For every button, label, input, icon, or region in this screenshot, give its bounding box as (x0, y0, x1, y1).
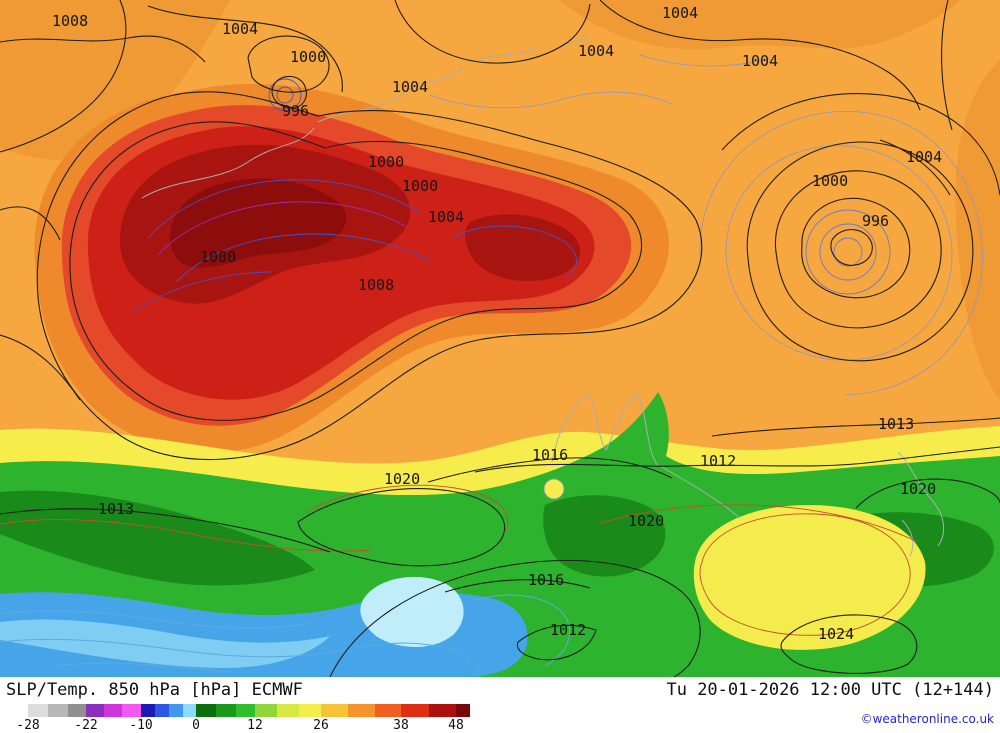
weather-map-canvas: 1008 1004 1000 996 1004 1004 1004 1004 1004 1000 1… (0, 0, 1000, 677)
pressure-label: 1012 (550, 621, 586, 639)
pressure-label: 1000 (200, 248, 236, 266)
status-bar: SLP/Temp. 850 hPa [hPa] ECMWF Tu 20-01-2… (0, 677, 1000, 733)
legend-tick-label: -28 (16, 718, 40, 733)
pressure-label: 1016 (532, 446, 568, 464)
pressure-label: 1013 (98, 500, 134, 518)
legend-tick-row: -28 -22 -10 0 12 26 38 48 (0, 718, 490, 733)
pressure-label: 1013 (878, 415, 914, 433)
coastline-layer (141, 35, 945, 557)
legend-color-segment (375, 704, 401, 717)
pressure-label: 1020 (384, 470, 420, 488)
legend-color-segment (196, 704, 216, 717)
map-title: SLP/Temp. 850 hPa [hPa] ECMWF (6, 680, 303, 700)
pressure-label: 1000 (812, 172, 848, 190)
pressure-label: 1004 (906, 148, 942, 166)
legend-color-segment (299, 704, 321, 717)
legend-color-segment (10, 704, 28, 717)
legend-tick-label: 38 (393, 718, 409, 733)
legend-color-segment (141, 704, 155, 717)
legend-tick-label: -22 (74, 718, 98, 733)
pressure-label: 996 (862, 212, 889, 230)
temperature-legend: -28 -22 -10 0 12 26 38 48 ©weatheronline.co.uk (0, 703, 1000, 733)
temperature-fill-layer (0, 0, 1000, 677)
legend-color-segment (169, 704, 183, 717)
copyright-link[interactable]: ©weatheronline.co.uk (860, 712, 994, 726)
map-area: 1008 1004 1000 996 1004 1004 1004 1004 1004 1000 1… (0, 0, 1000, 677)
legend-tick-label: 0 (192, 718, 200, 733)
pressure-label: 1000 (290, 48, 326, 66)
legend-color-segment (68, 704, 86, 717)
pressure-label: 1004 (222, 20, 258, 38)
legend-tick-label: -10 (129, 718, 153, 733)
legend-colorbar (10, 704, 470, 717)
pressure-label: 1020 (628, 512, 664, 530)
pressure-label: 1000 (402, 177, 438, 195)
legend-color-segment (236, 704, 255, 717)
pressure-label: 1004 (742, 52, 778, 70)
map-datetime: Tu 20-01-2026 12:00 UTC (12+144) (666, 680, 994, 700)
legend-color-segment (104, 704, 122, 717)
legend-color-segment (48, 704, 68, 717)
legend-color-segment (429, 704, 456, 717)
legend-tick-label: 12 (247, 718, 263, 733)
legend-color-segment (456, 704, 470, 717)
pressure-label: 1000 (368, 153, 404, 171)
legend-color-segment (86, 704, 104, 717)
legend-color-segment (183, 704, 196, 717)
legend-tick-label: 26 (313, 718, 329, 733)
temperature-contour-layer (0, 54, 983, 677)
title-row: SLP/Temp. 850 hPa [hPa] ECMWF Tu 20-01-2… (0, 677, 1000, 703)
legend-color-segment (122, 704, 141, 717)
pressure-label: 996 (282, 102, 309, 120)
pressure-label: 1012 (700, 452, 736, 470)
legend-color-segment (277, 704, 299, 717)
pressure-label: 1016 (528, 571, 564, 589)
pressure-label: 1024 (818, 625, 854, 643)
legend-color-segment (348, 704, 375, 717)
pressure-label: 1004 (578, 42, 614, 60)
pressure-contour-layer (0, 0, 1000, 677)
legend-color-segment (155, 704, 169, 717)
pressure-label: 1004 (392, 78, 428, 96)
legend-tick-label: 48 (448, 718, 464, 733)
pressure-label: 1008 (52, 12, 88, 30)
pressure-label: 1020 (900, 480, 936, 498)
legend-color-segment (401, 704, 429, 717)
legend-color-segment (321, 704, 348, 717)
pressure-label: 1004 (662, 4, 698, 22)
legend-color-segment (255, 704, 277, 717)
legend-color-segment (28, 704, 48, 717)
pressure-label: 1004 (428, 208, 464, 226)
legend-color-segment (216, 704, 236, 717)
pressure-label-layer: 1008 1004 1000 996 1004 1004 1004 1004 1004 1000 1… (52, 4, 942, 643)
pressure-label: 1008 (358, 276, 394, 294)
